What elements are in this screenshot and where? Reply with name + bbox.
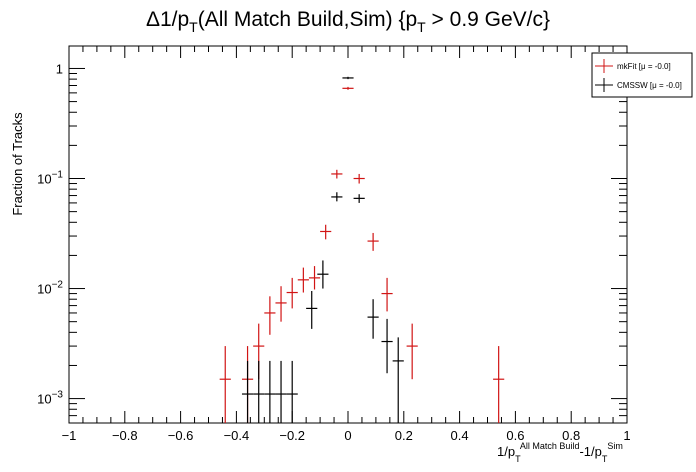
legend: mkFit [μ = -0.0] CMSSW [μ = -0.0] bbox=[591, 52, 693, 98]
x-tick-label: 0.2 bbox=[395, 428, 413, 443]
x-tick-label: −1 bbox=[62, 428, 77, 443]
x-tick-label: 0.6 bbox=[506, 428, 524, 443]
x-tick-labels: −1 −0.8 −0.6 −0.4 −0.2 0 0.2 0.4 0.6 0.8 1 bbox=[62, 428, 631, 443]
series-mkfit bbox=[219, 86, 505, 423]
x-axis-label: 1/pTAll Match Build-1/pTSim bbox=[497, 441, 623, 464]
y-tick-label: 10−1 bbox=[37, 170, 63, 187]
x-tick-label: −0.8 bbox=[112, 428, 138, 443]
y-tick-label: 10−3 bbox=[37, 390, 63, 407]
x-tick-label: −0.2 bbox=[279, 428, 305, 443]
y-tick-labels: 1 10−1 10−2 10−3 bbox=[37, 61, 63, 406]
x-tick-label: 0.4 bbox=[451, 428, 469, 443]
legend-entry-cmssw: CMSSW [μ = -0.0] bbox=[595, 78, 682, 92]
data-points bbox=[219, 76, 505, 423]
y-tick-label: 1 bbox=[56, 61, 63, 76]
x-tick-label: −0.6 bbox=[168, 428, 194, 443]
series-cmssw bbox=[241, 76, 404, 423]
legend-label-cmssw: CMSSW [μ = -0.0] bbox=[617, 81, 682, 90]
legend-box bbox=[591, 52, 693, 98]
x-tick-label: 0.8 bbox=[562, 428, 580, 443]
chart-title: Δ1/pT(All Match Build,Sim) {pT > 0.9 GeV… bbox=[146, 8, 550, 35]
axis-ticks bbox=[68, 46, 628, 424]
x-tick-label: 1 bbox=[623, 428, 630, 443]
y-tick-label: 10−2 bbox=[37, 280, 63, 297]
legend-entry-mkfit: mkFit [μ = -0.0] bbox=[595, 59, 671, 73]
x-tick-label: −0.4 bbox=[224, 428, 250, 443]
legend-label-mkfit: mkFit [μ = -0.0] bbox=[617, 62, 671, 71]
plot-frame bbox=[68, 45, 628, 424]
x-tick-label: 0 bbox=[344, 428, 351, 443]
y-axis-label: Fraction of Tracks bbox=[10, 112, 25, 216]
